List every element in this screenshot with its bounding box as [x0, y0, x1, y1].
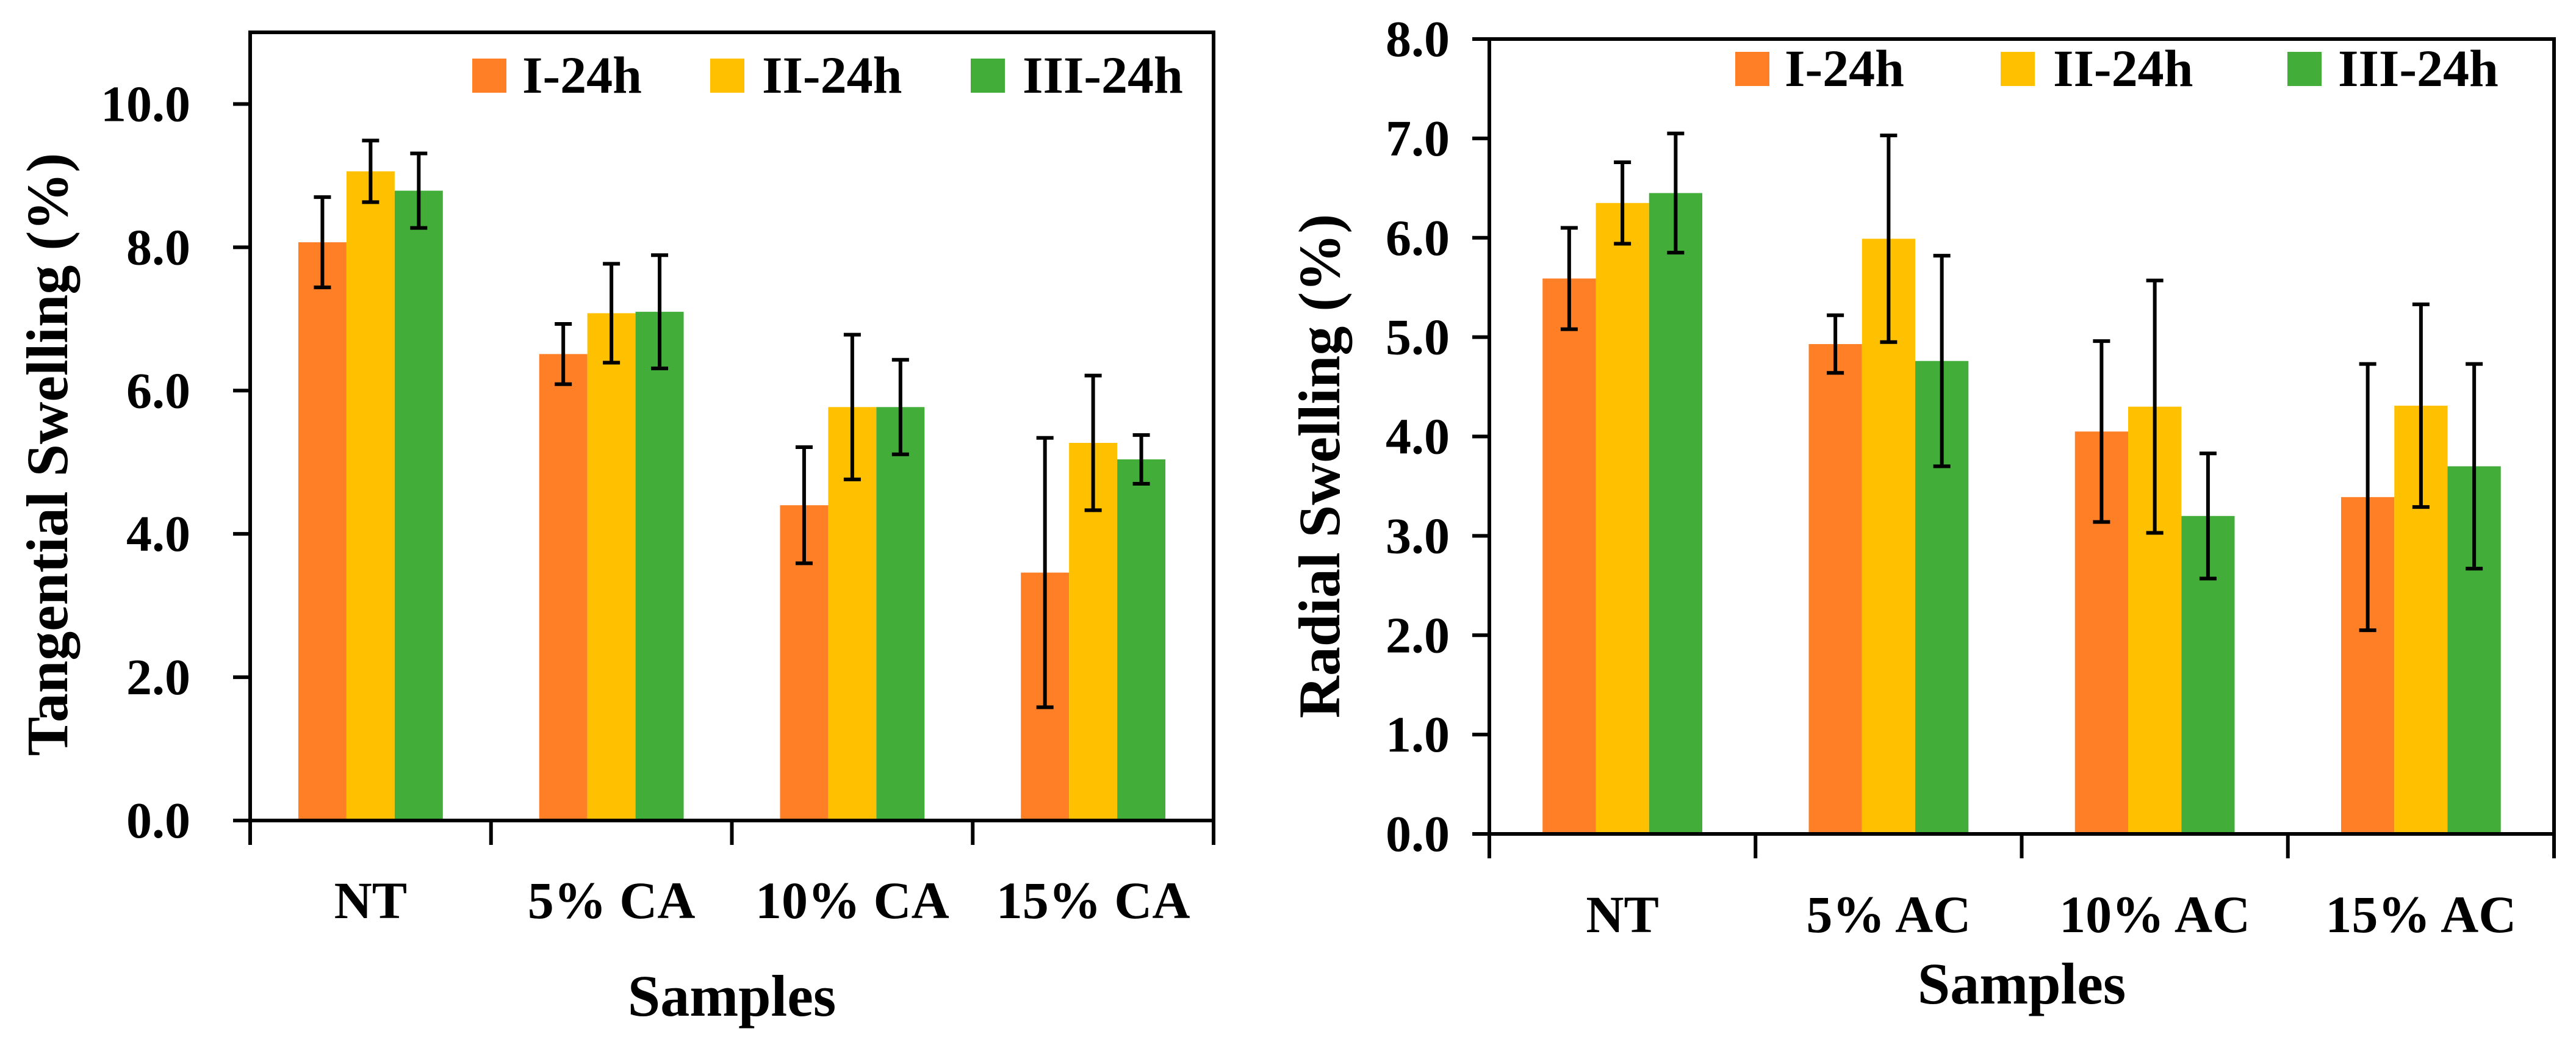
y-tick-label: 6.0	[1386, 210, 1450, 267]
bar-III-24h-NT	[394, 190, 443, 821]
legend-label: I-24h	[1785, 39, 1904, 98]
legend-swatch-III-24h	[2287, 52, 2322, 86]
y-tick-label: 4.0	[126, 506, 190, 562]
legend-swatch-I-24h	[472, 59, 506, 93]
y-tick-label: 0.0	[1386, 806, 1450, 863]
chart-1: 0.0 2.0 4.0 6.0 8.0 10.0 NT 5% CA 10% CA 15% CA Sa…	[15, 31, 1215, 1029]
x-axis-title: Samples	[1918, 951, 2126, 1016]
error-bar	[1827, 313, 1844, 375]
legend-label: I-24h	[522, 46, 642, 104]
bar-III-24h-NT	[1649, 193, 1702, 834]
y-tick-label: 5.0	[1386, 309, 1450, 366]
error-bar	[314, 195, 331, 290]
legend-label: III-24h	[1023, 46, 1183, 104]
y-tick-label: 7.0	[1386, 110, 1450, 167]
legend-label: III-24h	[2338, 39, 2499, 98]
y-tick-label: 1.0	[1386, 706, 1450, 763]
bar-I-24h-5CA	[539, 354, 588, 821]
error-bar	[1560, 226, 1578, 331]
error-bar	[1084, 373, 1102, 512]
y-axis-title: Radial Swelling (%)	[1287, 214, 1352, 719]
y-tick-label: 8.0	[1386, 11, 1450, 68]
error-bar	[651, 253, 669, 370]
error-bar	[2146, 278, 2164, 535]
error-bar	[1132, 433, 1150, 486]
legend-swatch-II-24h	[710, 59, 744, 93]
error-bar	[1614, 160, 1632, 246]
error-bar	[795, 445, 813, 566]
y-tick-label: 10.0	[101, 76, 190, 132]
x-tick-label: NT	[334, 871, 407, 930]
y-tick-label: 2.0	[1386, 607, 1450, 664]
error-bar	[1036, 436, 1054, 709]
bar-III-24h-15CA	[1117, 459, 1166, 821]
bar-I-24h-NT	[1542, 278, 1596, 834]
legend-swatch-I-24h	[1735, 52, 1769, 86]
bar-II-24h-5CA	[587, 313, 636, 821]
legend-label: II-24h	[762, 46, 902, 104]
error-bar	[2412, 302, 2430, 509]
x-tick-label: 10% AC	[2059, 885, 2250, 944]
x-tick-label: 15% CA	[996, 871, 1190, 930]
error-bar	[362, 138, 380, 204]
error-bar	[843, 332, 861, 481]
chart-2: 0.0 1.0 2.0 3.0 4.0 5.0 6.0 7.0 8.0 NT 5% AC 10% AC…	[1287, 11, 2556, 1016]
y-tick-label: 2.0	[126, 649, 190, 706]
x-tick-label: NT	[1586, 885, 1658, 944]
error-bar	[2359, 362, 2376, 633]
error-bar	[1880, 133, 1898, 344]
bar-III-24h-10CA	[876, 407, 925, 821]
y-tick-label: 8.0	[126, 219, 190, 276]
bar-III-24h-5CA	[635, 312, 684, 821]
x-tick-label: 5% CA	[528, 871, 696, 930]
error-bar	[603, 262, 621, 365]
y-tick-label: 3.0	[1386, 508, 1450, 564]
bar-I-24h-NT	[298, 242, 347, 821]
y-tick-label: 6.0	[126, 362, 190, 419]
error-bar	[2093, 339, 2110, 524]
legend: I-24h II-24h III-24h	[472, 46, 1183, 104]
error-bar	[1667, 131, 1685, 255]
y-axis-title: Tangential Swelling (%)	[15, 153, 80, 756]
bar-II-24h-NT	[1596, 203, 1649, 834]
y-tick-label: 0.0	[126, 792, 190, 849]
error-bar	[410, 151, 428, 230]
bar-I-24h-5AC	[1808, 344, 1862, 834]
x-tick-label: 10% CA	[755, 871, 949, 930]
legend-swatch-II-24h	[2001, 52, 2035, 86]
error-bar	[555, 322, 572, 386]
error-bar	[891, 357, 909, 456]
legend-swatch-III-24h	[971, 59, 1005, 93]
error-bar	[2466, 362, 2483, 571]
legend-label: II-24h	[2053, 39, 2193, 98]
x-tick-label: 15% AC	[2325, 885, 2516, 944]
y-tick-label: 4.0	[1386, 409, 1450, 465]
legend: I-24h II-24h III-24h	[1735, 39, 2499, 98]
error-bar	[1933, 254, 1951, 469]
bar-II-24h-NT	[346, 171, 395, 821]
x-axis-title: Samples	[628, 963, 836, 1029]
x-tick-label: 5% AC	[1806, 885, 1971, 944]
error-bar	[2199, 451, 2217, 581]
